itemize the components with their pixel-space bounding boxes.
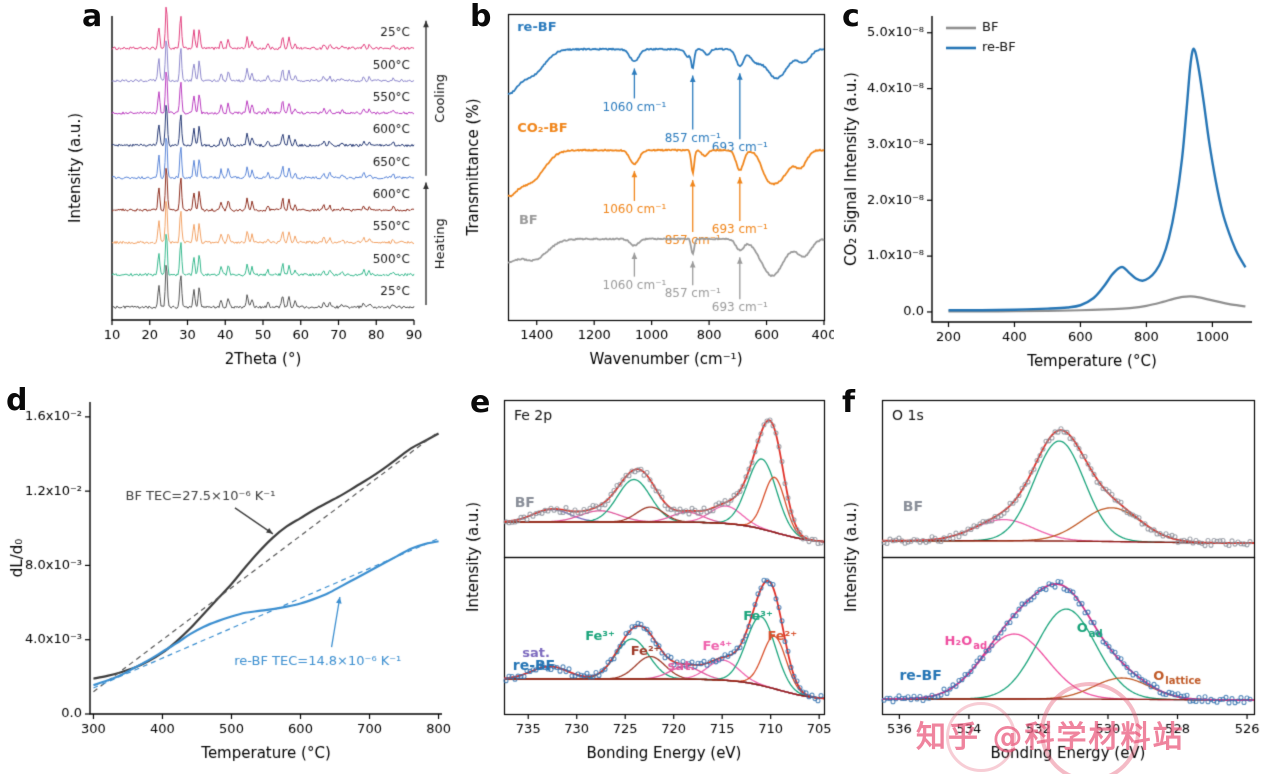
watermark-text: 知乎 @科学材料站 bbox=[916, 720, 1185, 755]
panel-b-ftir-chart bbox=[458, 2, 834, 382]
panel-f-xps-o1s-chart bbox=[836, 390, 1266, 772]
panel-d-dilatometry-chart bbox=[2, 390, 454, 772]
panel-a-xrd-chart bbox=[60, 2, 458, 382]
panel-c-co2-tpd-chart bbox=[836, 2, 1266, 382]
panel-e-xps-fe2p-chart bbox=[458, 390, 834, 772]
